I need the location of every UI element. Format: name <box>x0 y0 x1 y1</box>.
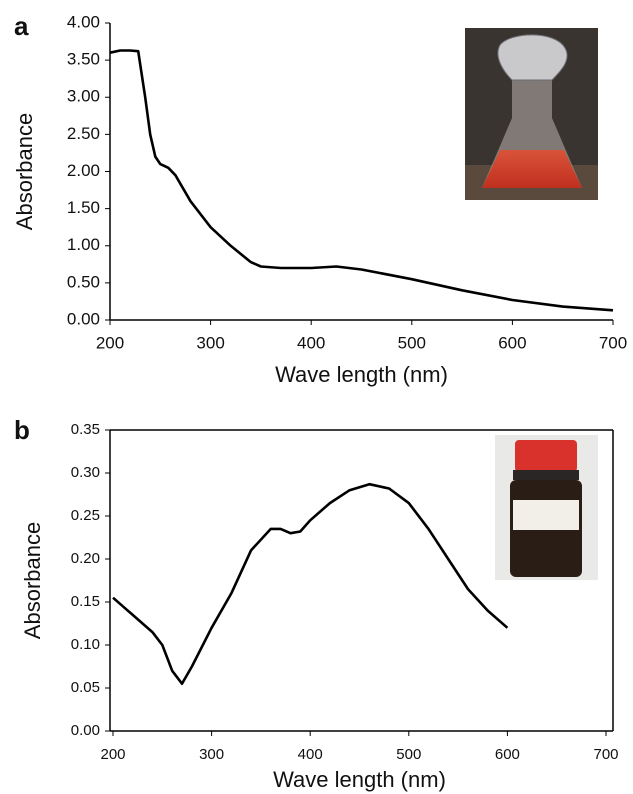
x-tick-label: 500 <box>396 746 421 763</box>
x-tick-label: 600 <box>498 333 526 352</box>
flask-photo <box>465 28 598 200</box>
y-tick-label: 0.00 <box>71 722 100 739</box>
y-tick-label: 0.25 <box>71 507 100 524</box>
y-tick-label: 3.00 <box>67 87 100 106</box>
x-tick-label: 400 <box>297 333 325 352</box>
x-axis-title: Wave length (nm) <box>275 362 448 387</box>
y-tick-label: 1.50 <box>67 198 100 217</box>
x-tick-label: 500 <box>398 333 426 352</box>
y-tick-label: 0.15 <box>71 593 100 610</box>
y-tick-label: 0.35 <box>71 421 100 438</box>
x-tick-label: 300 <box>196 333 224 352</box>
y-tick-label: 0.05 <box>71 679 100 696</box>
y-axis-title: Absorbance <box>12 113 37 230</box>
x-tick-label: 200 <box>96 333 124 352</box>
y-tick-label: 3.50 <box>67 50 100 69</box>
y-tick-label: 0.30 <box>71 464 100 481</box>
panel-label: b <box>14 415 30 445</box>
x-tick-label: 700 <box>593 746 618 763</box>
y-tick-label: 0.20 <box>71 550 100 567</box>
x-tick-label: 700 <box>599 333 627 352</box>
y-tick-label: 0.00 <box>67 309 100 328</box>
bottle-photo <box>495 435 598 580</box>
data-line <box>109 49 614 312</box>
y-tick-label: 1.00 <box>67 235 100 254</box>
x-axis-title: Wave length (nm) <box>273 767 446 792</box>
y-tick-label: 2.00 <box>67 161 100 180</box>
data-line <box>112 482 509 685</box>
y-axis-title: Absorbance <box>20 522 45 639</box>
x-tick-label: 300 <box>199 746 224 763</box>
y-tick-label: 4.00 <box>67 12 100 31</box>
y-tick-label: 0.10 <box>71 636 100 653</box>
x-tick-label: 200 <box>100 746 125 763</box>
y-tick-label: 0.50 <box>67 272 100 291</box>
x-tick-label: 400 <box>298 746 323 763</box>
panel-label: a <box>14 11 29 41</box>
y-tick-label: 2.50 <box>67 124 100 143</box>
x-tick-label: 600 <box>495 746 520 763</box>
